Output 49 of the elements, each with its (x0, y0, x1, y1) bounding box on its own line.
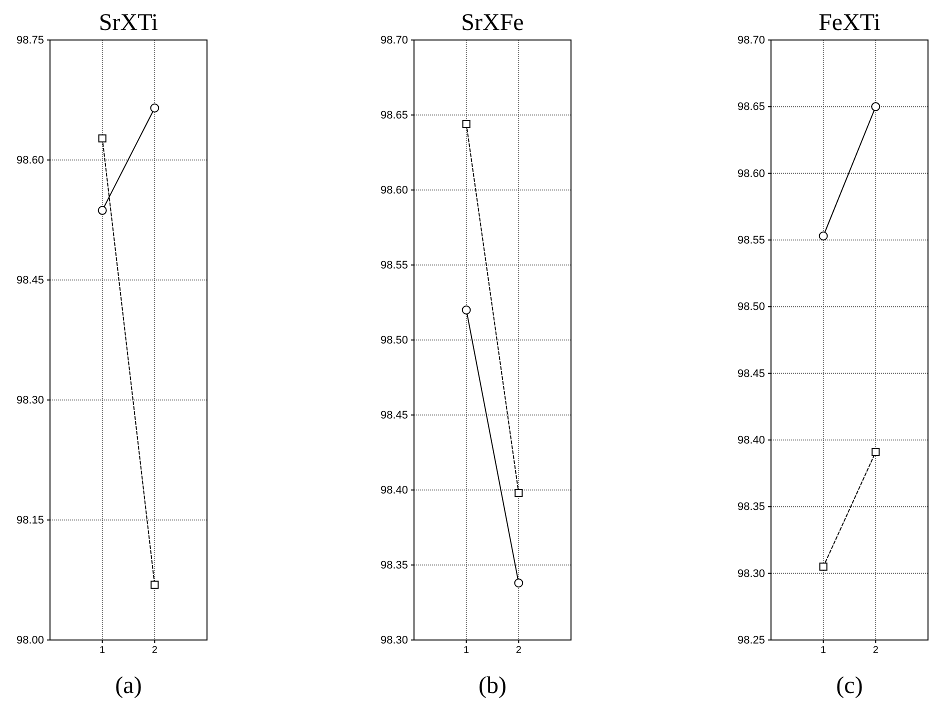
x-tick-label: 1 (464, 645, 470, 656)
x-tick-label: 2 (872, 645, 879, 656)
y-tick-label: 98.00 (16, 634, 44, 647)
y-tick-label: 98.40 (380, 484, 408, 497)
y-tick-label: 98.70 (737, 34, 765, 47)
point (514, 578, 524, 588)
y-tick-label: 98.15 (16, 514, 44, 527)
x-tick-label: 2 (516, 645, 522, 656)
chart-title: SrXTi (98, 10, 158, 36)
y-tick-label: 98.30 (16, 394, 44, 407)
y-tick-label: 98.50 (737, 301, 765, 314)
y-tick-label: 98.55 (380, 260, 408, 272)
point (514, 488, 523, 498)
point (98, 206, 107, 215)
chart-title: SrXFe (461, 10, 524, 36)
chart-title: FeXTi (818, 10, 881, 36)
y-tick-label: 98.45 (737, 368, 765, 380)
point (150, 580, 159, 589)
y-tick-label: 98.35 (380, 560, 408, 572)
point (462, 120, 470, 128)
y-tick-label: 98.30 (380, 634, 408, 647)
point (818, 232, 828, 240)
y-tick-label: 98.50 (380, 334, 408, 347)
point (819, 562, 828, 571)
point (98, 134, 106, 142)
y-tick-label: 98.65 (380, 110, 408, 122)
y-tick-label: 98.45 (16, 274, 44, 287)
y-tick-label: 98.70 (380, 34, 408, 47)
x-tick-label: 2 (152, 645, 158, 656)
text: (a) (115, 673, 142, 699)
y-tick-label: 98.75 (16, 34, 44, 47)
x-tick-label: 1 (820, 645, 827, 656)
y-tick-label: 98.40 (737, 434, 765, 447)
y-tick-label: 98.60 (380, 184, 408, 197)
y-tick-label: 98.55 (737, 234, 765, 247)
x-tick-label: 1 (100, 645, 106, 656)
text: (c) (836, 673, 863, 699)
point (872, 448, 880, 456)
y-tick-label: 98.35 (737, 501, 765, 514)
y-tick-label: 98.65 (737, 101, 765, 114)
point (150, 104, 160, 112)
point (871, 102, 880, 112)
text: (b) (478, 673, 506, 699)
y-tick-label: 98.30 (737, 568, 765, 580)
point (462, 306, 471, 314)
y-tick-label: 98.60 (737, 168, 765, 180)
y-tick-label: 98.25 (737, 634, 765, 647)
y-tick-label: 98.60 (16, 154, 44, 167)
y-tick-label: 98.45 (380, 410, 408, 422)
